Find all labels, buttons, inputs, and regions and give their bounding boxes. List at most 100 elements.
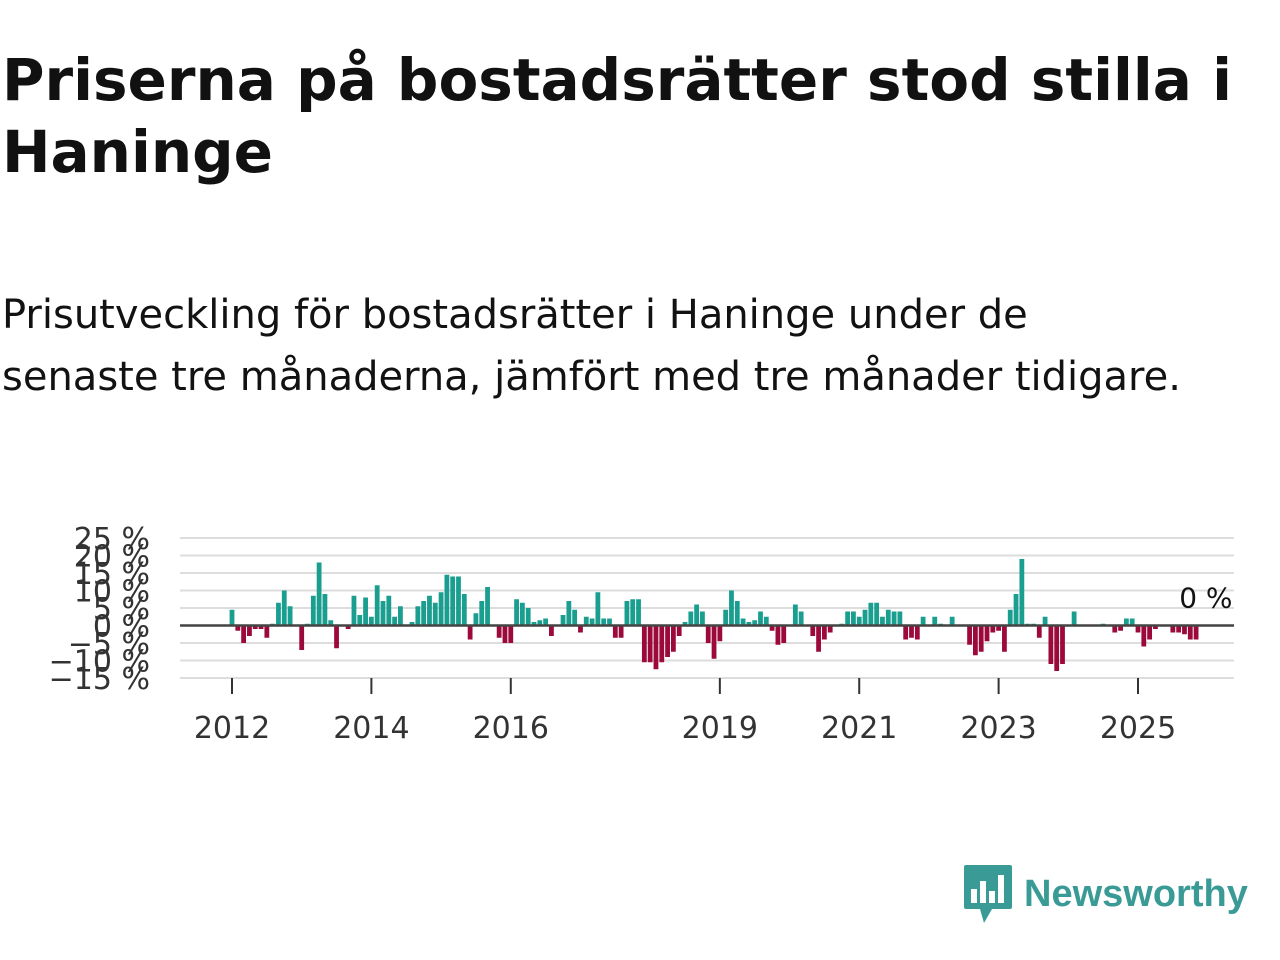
bar xyxy=(984,625,990,642)
bar xyxy=(1118,625,1123,631)
bar xyxy=(374,585,380,626)
y-tick-label: 0 % xyxy=(93,610,150,645)
bar xyxy=(432,602,438,626)
bar xyxy=(763,616,769,626)
bar xyxy=(914,625,920,640)
bar xyxy=(1036,625,1042,638)
bar xyxy=(1129,618,1135,626)
bar xyxy=(746,622,752,626)
bar xyxy=(345,625,351,629)
bar xyxy=(891,611,897,626)
bar xyxy=(868,602,874,626)
bar xyxy=(862,609,868,626)
y-tick-label: −15 % xyxy=(49,662,150,697)
bar xyxy=(1170,625,1176,633)
bar xyxy=(264,625,270,638)
bar xyxy=(711,625,717,659)
y-tick-label: 15 % xyxy=(74,557,150,592)
bar xyxy=(525,608,531,626)
last-value-label: 0 % xyxy=(1179,582,1232,615)
bar xyxy=(996,625,1002,631)
y-tick-label: −5 % xyxy=(68,627,150,662)
bar xyxy=(665,625,670,657)
bar xyxy=(363,597,368,626)
bar xyxy=(624,601,630,626)
bar xyxy=(351,595,357,626)
bar xyxy=(456,576,461,626)
bar xyxy=(647,625,653,663)
bar xyxy=(641,625,647,663)
bar xyxy=(1048,625,1054,664)
newsworthy-logo-icon xyxy=(964,865,1012,923)
bar xyxy=(1007,609,1013,626)
bar xyxy=(821,625,827,640)
bar xyxy=(990,625,996,633)
x-tick-label: 2025 xyxy=(1100,711,1176,746)
bar xyxy=(461,594,467,626)
bar xyxy=(752,620,758,626)
bar xyxy=(386,595,392,626)
bar xyxy=(798,611,804,626)
bar xyxy=(560,615,566,626)
y-tick-label: 20 % xyxy=(74,540,150,575)
bar xyxy=(531,622,537,626)
bar xyxy=(607,618,612,626)
bar xyxy=(1176,625,1182,633)
bar xyxy=(723,609,729,626)
bar xyxy=(1002,625,1007,652)
bar xyxy=(473,613,479,626)
bar xyxy=(1153,625,1158,629)
bar xyxy=(909,625,914,638)
bar xyxy=(612,625,618,638)
bar xyxy=(949,616,955,626)
bar xyxy=(1071,611,1077,626)
bar xyxy=(682,622,688,626)
bar xyxy=(903,625,909,640)
bar xyxy=(792,604,798,626)
bar xyxy=(618,625,624,638)
bar xyxy=(537,620,543,626)
bar xyxy=(705,625,711,643)
bar xyxy=(885,609,891,626)
bar xyxy=(874,602,880,626)
bar xyxy=(310,595,316,626)
bar xyxy=(1013,594,1019,626)
bar xyxy=(775,625,781,645)
logo-wordmark: Newsworthy xyxy=(1024,872,1248,915)
x-tick-label: 2016 xyxy=(473,711,549,746)
bar xyxy=(769,625,775,631)
bar xyxy=(595,592,601,626)
newsworthy-logo: Newsworthy xyxy=(962,862,1248,926)
bar xyxy=(427,595,432,626)
bar xyxy=(1042,616,1048,626)
bar xyxy=(247,625,252,636)
bar xyxy=(276,602,281,626)
bar xyxy=(229,609,235,626)
y-tick-label: 25 % xyxy=(74,522,150,557)
bar xyxy=(566,601,572,626)
bar xyxy=(543,618,549,626)
bar xyxy=(1187,625,1193,640)
chart-subtitle: Prisutveckling för bostadsrätter i Hanin… xyxy=(2,292,1181,400)
bar xyxy=(636,599,641,626)
bar xyxy=(816,625,821,652)
bar xyxy=(572,609,578,626)
bar xyxy=(398,606,403,626)
bar xyxy=(880,616,885,626)
bar xyxy=(287,606,293,626)
bar xyxy=(235,625,241,631)
bar xyxy=(485,587,490,626)
bar xyxy=(978,625,984,652)
bar xyxy=(601,618,607,626)
bar xyxy=(734,601,740,626)
bar xyxy=(578,625,583,633)
bar xyxy=(514,599,519,626)
x-tick-label: 2023 xyxy=(960,711,1036,746)
bar xyxy=(496,625,502,638)
bar xyxy=(299,625,305,650)
bar xyxy=(700,611,705,626)
y-tick-label: −10 % xyxy=(49,645,150,680)
bar xyxy=(368,616,374,626)
bar xyxy=(932,616,938,626)
bar xyxy=(1193,625,1199,640)
